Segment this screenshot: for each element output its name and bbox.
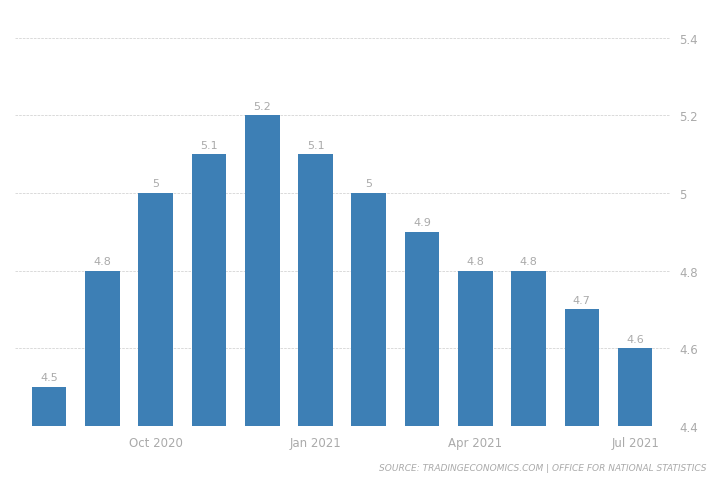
Bar (352, 194, 386, 484)
Text: 5: 5 (365, 179, 372, 189)
Text: 5.1: 5.1 (200, 140, 218, 150)
Text: 4.7: 4.7 (573, 295, 591, 305)
Text: 4.9: 4.9 (413, 218, 431, 227)
Text: 4.6: 4.6 (626, 334, 644, 344)
Text: 4.8: 4.8 (93, 257, 111, 266)
Text: 4.8: 4.8 (520, 257, 537, 266)
Bar (191, 155, 226, 484)
Bar (138, 194, 173, 484)
Bar (245, 116, 280, 484)
Bar (458, 271, 493, 484)
Text: 4.8: 4.8 (467, 257, 484, 266)
Bar (511, 271, 546, 484)
Text: 4.5: 4.5 (40, 373, 58, 382)
Bar (618, 348, 652, 484)
Text: SOURCE: TRADINGECONOMICS.COM | OFFICE FOR NATIONAL STATISTICS: SOURCE: TRADINGECONOMICS.COM | OFFICE FO… (379, 463, 706, 472)
Bar (85, 271, 120, 484)
Bar (298, 155, 333, 484)
Bar (564, 310, 599, 484)
Bar (32, 387, 66, 484)
Bar (405, 232, 440, 484)
Text: 5.2: 5.2 (253, 102, 271, 111)
Text: 5: 5 (152, 179, 159, 189)
Text: 5.1: 5.1 (306, 140, 325, 150)
